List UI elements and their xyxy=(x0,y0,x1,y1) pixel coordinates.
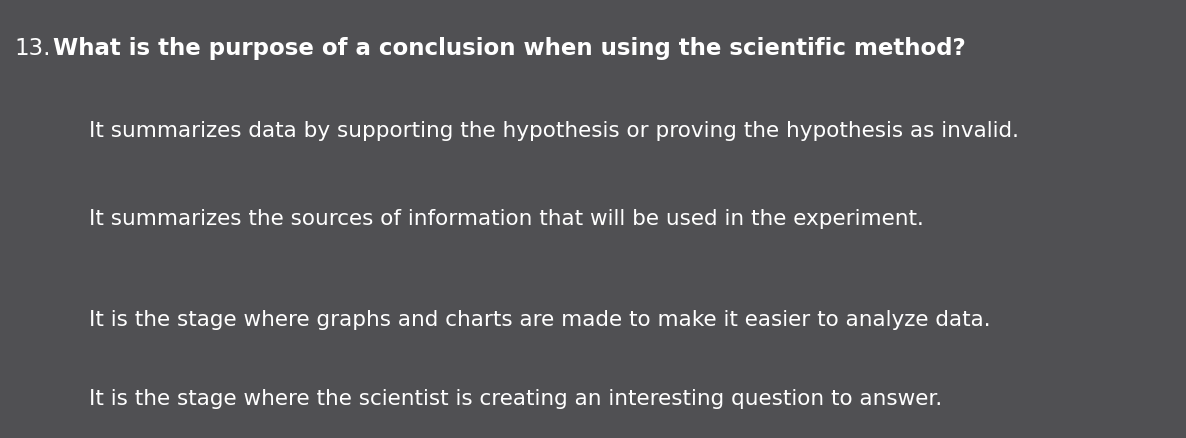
Text: It summarizes the sources of information that will be used in the experiment.: It summarizes the sources of information… xyxy=(89,209,924,229)
Text: What is the purpose of a conclusion when using the scientific method?: What is the purpose of a conclusion when… xyxy=(53,37,967,60)
Text: It is the stage where the scientist is creating an interesting question to answe: It is the stage where the scientist is c… xyxy=(89,389,942,409)
Text: 13.: 13. xyxy=(14,37,51,60)
Text: It summarizes data by supporting the hypothesis or proving the hypothesis as inv: It summarizes data by supporting the hyp… xyxy=(89,121,1019,141)
Text: It is the stage where graphs and charts are made to make it easier to analyze da: It is the stage where graphs and charts … xyxy=(89,310,990,330)
